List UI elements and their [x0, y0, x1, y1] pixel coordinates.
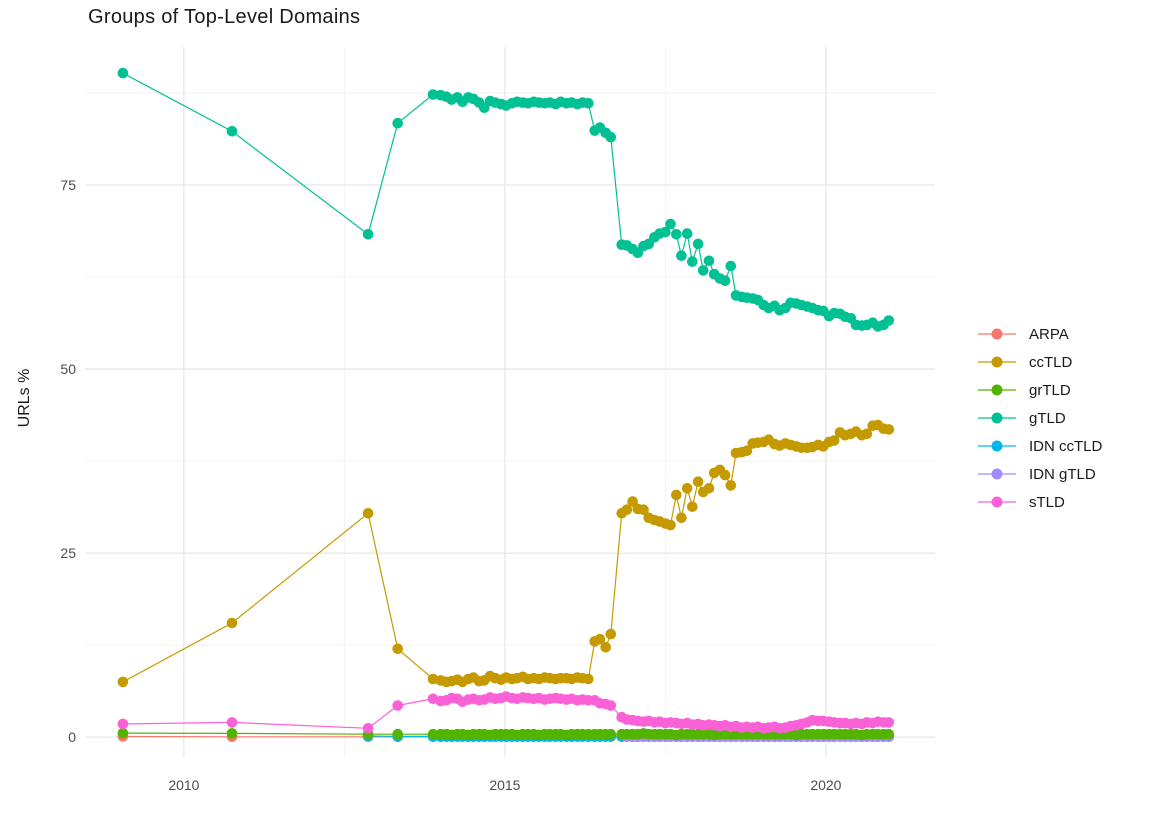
series-gtld	[117, 67, 895, 332]
legend-key-idn-cctld	[978, 440, 1016, 452]
legend-item-arpa: ARPA	[977, 320, 1102, 348]
legend-item-idn-cctld: IDN ccTLD	[977, 432, 1102, 460]
series-stld	[117, 691, 895, 734]
gridlines-major	[85, 47, 935, 757]
y-tick-label: 75	[60, 177, 76, 193]
legend-label-idn-cctld: IDN ccTLD	[1029, 437, 1103, 455]
legend-label-cctld: ccTLD	[1029, 353, 1073, 371]
legend-label-idn-gtld: IDN gTLD	[1029, 465, 1096, 483]
legend-label-arpa: ARPA	[1029, 325, 1069, 343]
legend-item-gtld: gTLD	[977, 404, 1102, 432]
x-tick-label: 2015	[489, 777, 520, 793]
legend-label-gtld: gTLD	[1029, 409, 1066, 427]
legend-item-idn-gtld: IDN gTLD	[977, 460, 1102, 488]
y-tick-label: 50	[60, 361, 76, 377]
gridlines-minor	[85, 47, 935, 757]
y-axis-tick-labels: 0 25 50 75	[60, 177, 76, 745]
legend-label-stld: sTLD	[1029, 493, 1065, 511]
legend-key-stld	[978, 496, 1016, 508]
x-axis-tick-labels: 2010 2015 2020	[168, 777, 841, 793]
legend-key-idn-gtld	[978, 468, 1016, 480]
y-tick-label: 0	[68, 729, 76, 745]
legend-key-grtld	[978, 384, 1016, 396]
x-tick-label: 2020	[810, 777, 841, 793]
legend-item-cctld: ccTLD	[977, 348, 1102, 376]
legend-label-grtld: grTLD	[1029, 381, 1071, 399]
series-line-gtld	[122, 72, 890, 328]
legend-key-arpa	[978, 328, 1016, 340]
legend-item-stld: sTLD	[977, 488, 1102, 516]
series-cctld	[117, 419, 895, 688]
legend-key-gtld	[978, 412, 1016, 424]
legend: ARPA ccTLD grTLD gTLD IDN ccTLD IDN gTLD sTLD	[977, 320, 1102, 516]
series-grtld	[117, 727, 895, 741]
chart-title: Groups of Top-Level Domains	[88, 6, 361, 28]
legend-key-cctld	[978, 356, 1016, 368]
y-tick-label: 25	[60, 545, 76, 561]
legend-item-grtld: grTLD	[977, 376, 1102, 404]
x-tick-label: 2010	[168, 777, 199, 793]
